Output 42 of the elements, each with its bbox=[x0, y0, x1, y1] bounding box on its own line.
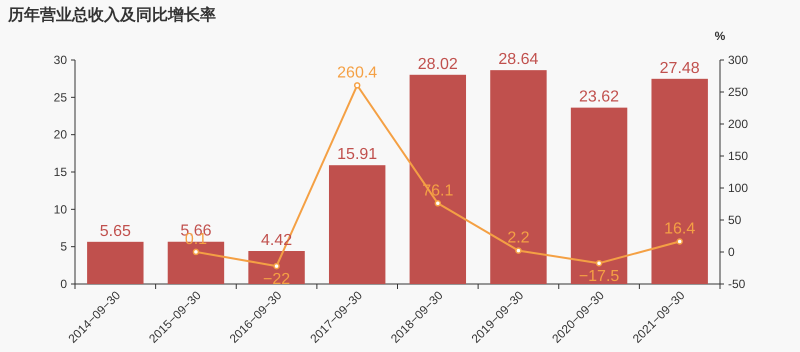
point bbox=[676, 238, 683, 245]
y2-tick-label: 150 bbox=[728, 149, 748, 163]
y2-axis-title: % bbox=[714, 29, 726, 43]
y-tick-label: 5 bbox=[60, 240, 68, 254]
y2-tick-label: 250 bbox=[728, 85, 748, 99]
data-label: −17.5 bbox=[578, 268, 620, 286]
data-label: 16.4 bbox=[664, 220, 696, 238]
y2-tick-label: 200 bbox=[728, 117, 748, 131]
bar bbox=[570, 108, 628, 284]
data-label: 5.65 bbox=[100, 222, 131, 240]
y-tick-label: 0 bbox=[60, 277, 68, 291]
y2-tick-label: -50 bbox=[728, 277, 746, 291]
y2-tick-label: 0 bbox=[728, 245, 735, 259]
data-label: 28.02 bbox=[418, 56, 458, 73]
bar bbox=[651, 78, 708, 284]
data-label: 28.64 bbox=[498, 51, 539, 68]
data-label: 23.62 bbox=[579, 88, 620, 106]
y-tick-label: 20 bbox=[54, 128, 68, 142]
y-tick-label: 25 bbox=[54, 90, 68, 104]
bar bbox=[410, 74, 466, 284]
point bbox=[596, 260, 602, 266]
bar bbox=[248, 250, 305, 284]
data-label: 260.4 bbox=[337, 64, 378, 82]
chart-title: 历年营业总收入及同比增长率 bbox=[7, 5, 216, 24]
y-tick-label: 30 bbox=[54, 53, 68, 67]
point bbox=[192, 248, 200, 256]
point bbox=[434, 200, 442, 207]
y2-tick-label: 100 bbox=[728, 181, 748, 195]
data-label: 15.91 bbox=[337, 146, 378, 164]
point bbox=[515, 247, 522, 254]
point bbox=[354, 82, 360, 89]
data-label: 27.48 bbox=[660, 60, 700, 77]
data-label: 2.2 bbox=[507, 230, 530, 247]
y2-tick-label: 50 bbox=[728, 213, 742, 227]
bar bbox=[328, 165, 386, 284]
point bbox=[273, 262, 280, 270]
bar bbox=[87, 242, 144, 284]
y-tick-label: 15 bbox=[54, 165, 68, 179]
y2-tick-label: 300 bbox=[728, 53, 748, 67]
bar bbox=[490, 70, 547, 284]
data-label: −22 bbox=[262, 271, 290, 288]
y-tick-label: 10 bbox=[54, 202, 68, 216]
